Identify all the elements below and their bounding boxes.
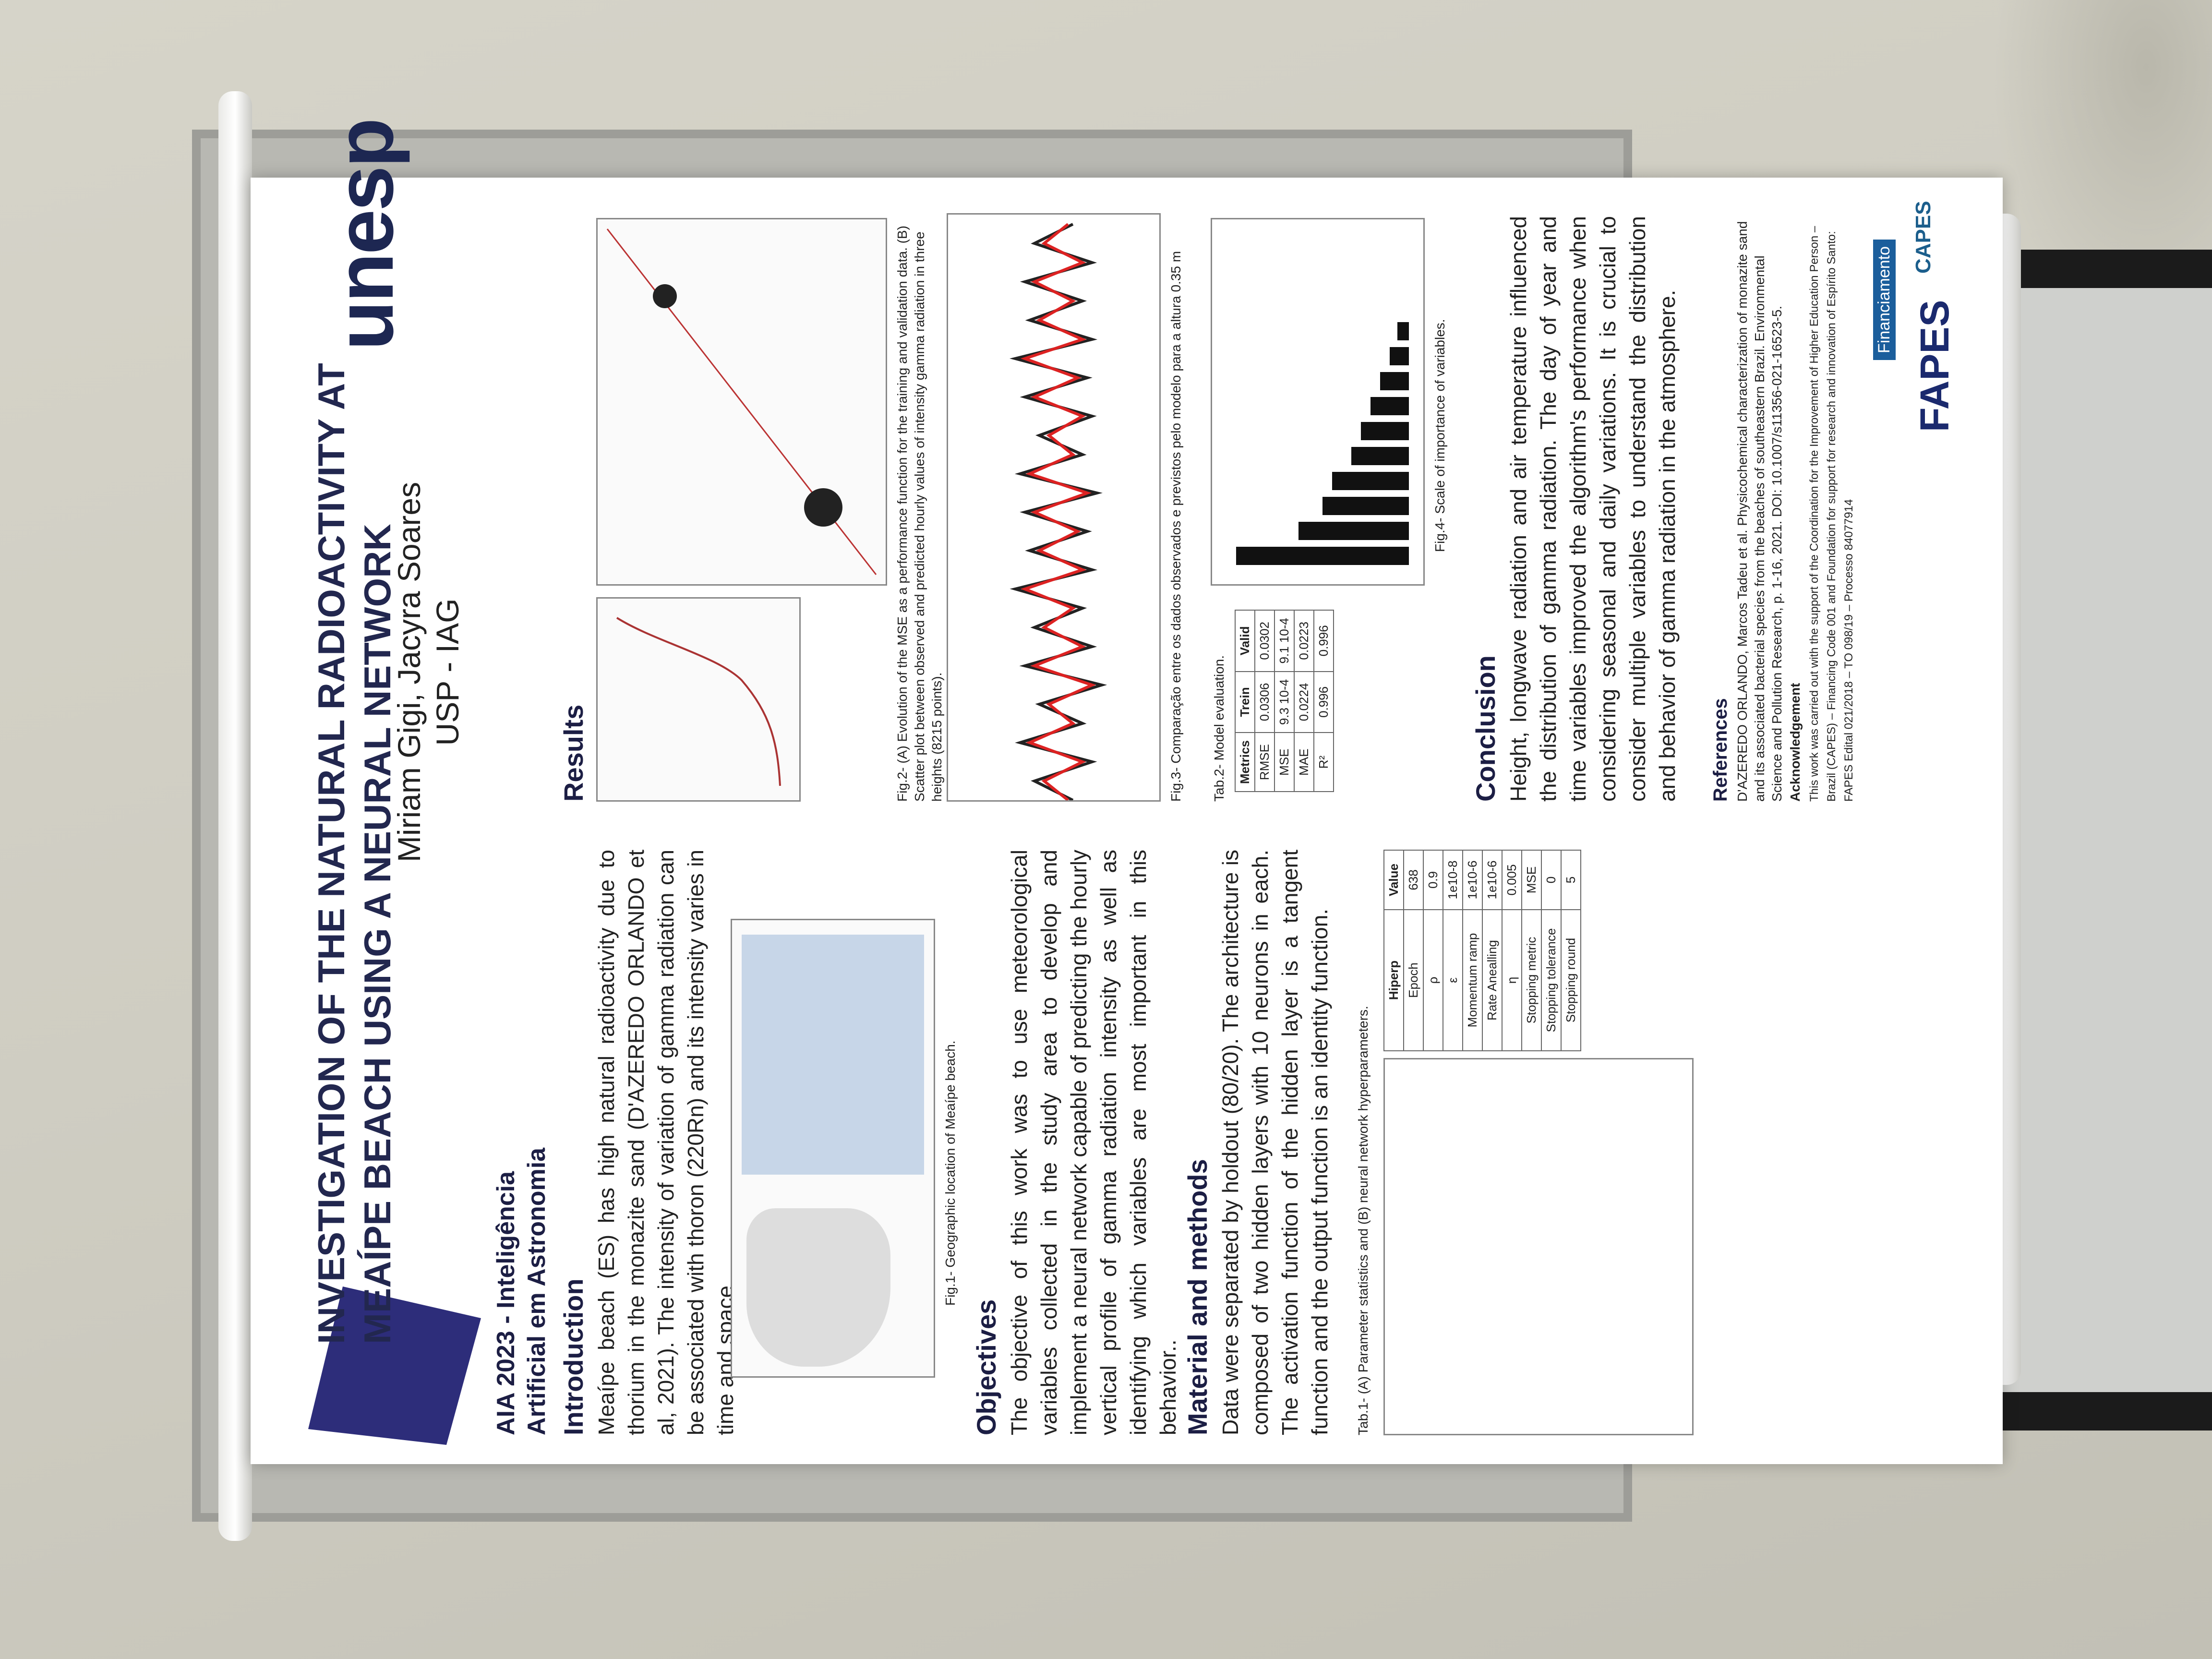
fig2a-mse-plot xyxy=(596,597,801,802)
poster-rod-top xyxy=(218,91,252,1541)
author-affiliation: USP - IAG xyxy=(430,598,465,746)
tab1b-cell: 1e10-8 xyxy=(1443,850,1463,910)
fit-line xyxy=(606,228,877,575)
references-text: D'AZEREDO ORLANDO, Marcos Tadeu et al. P… xyxy=(1735,221,1784,802)
fapes-logo: FAPES xyxy=(1912,300,1957,432)
intro-text: Meaípe beach (ES) has high natural radio… xyxy=(594,850,738,1435)
author-names: Miriam Gigi, Jacyra Soares xyxy=(391,481,427,863)
tab2-caption: Tab.2- Model evaluation. xyxy=(1212,655,1226,802)
importance-bar xyxy=(1298,522,1409,540)
tab2-header: Trein xyxy=(1235,671,1255,733)
tab1b-cell: Rate Anealling xyxy=(1482,909,1502,1051)
tab1b-cell: Epoch xyxy=(1404,909,1423,1051)
objectives-text: The objective of this work was to use me… xyxy=(1007,850,1180,1435)
tab2-header: Metrics xyxy=(1235,733,1255,792)
fig1-map xyxy=(731,919,935,1378)
observed-series xyxy=(1010,223,1107,802)
poster-authors: Miriam Gigi, Jacyra Soares USP - IAG xyxy=(390,480,467,864)
importance-bar xyxy=(1236,547,1409,565)
mse-curve-svg xyxy=(616,617,781,786)
fig1-caption: Fig.1- Geographic location of Meaípe bea… xyxy=(943,1040,958,1306)
tab1b-cell: Stopping metric xyxy=(1522,909,1541,1051)
tab1b-header: Hiperp xyxy=(1384,909,1404,1051)
tab1b-cell: Momentum ramp xyxy=(1463,909,1482,1051)
tab1b-cell: 0.9 xyxy=(1423,850,1443,910)
tab1b-cell: 0.005 xyxy=(1502,850,1522,910)
tab2-cell: 0.996 xyxy=(1314,610,1334,672)
tab2-table: Metrics Trein Valid RMSE 0.0306 0.0302 MSE 9.… xyxy=(1235,610,1334,792)
tab1b-header: Value xyxy=(1384,850,1404,910)
tab2-cell: 0.0302 xyxy=(1255,610,1274,672)
tab1a-table xyxy=(1383,1058,1694,1435)
tab2-cell: 0.0224 xyxy=(1294,671,1314,733)
importance-bar xyxy=(1361,422,1409,440)
poster: AIA 2023 - Inteligência Artificial em As… xyxy=(251,120,2041,1464)
tab1b-cell: Stopping round xyxy=(1561,909,1581,1051)
conclusion-heading: Conclusion xyxy=(1470,655,1501,802)
fig2b-scatter-plot xyxy=(596,218,887,586)
importance-bar xyxy=(1322,497,1409,515)
fig3-timeseries xyxy=(947,213,1161,802)
importance-bar xyxy=(1351,447,1409,465)
tab1b-cell: MSE xyxy=(1522,850,1541,910)
scatter-cluster-low xyxy=(804,488,842,527)
references-heading: References xyxy=(1710,698,1731,802)
ack-text: This work was carried out with the suppo… xyxy=(1808,226,1855,802)
tab1b-cell: 1e10-6 xyxy=(1463,850,1482,910)
tab1-caption: Tab.1- (A) Parameter statistics and (B) … xyxy=(1356,1006,1370,1435)
importance-bars xyxy=(1236,322,1409,565)
intro-heading: Introduction xyxy=(558,1278,589,1435)
tab1b-cell: η xyxy=(1502,909,1522,1051)
predicted-series xyxy=(1020,223,1096,802)
importance-bar xyxy=(1397,322,1409,340)
tab1b-cell: 638 xyxy=(1404,850,1423,910)
tab1b-cell: 5 xyxy=(1561,850,1581,910)
tab1b-cell: Stopping tolerance xyxy=(1541,909,1561,1051)
capes-logo: CAPES xyxy=(1911,201,1935,274)
unesp-logo: unesp xyxy=(319,120,410,350)
funding-label: Financiamento xyxy=(1873,239,1896,360)
importance-bar xyxy=(1370,397,1409,415)
state-map-shape xyxy=(746,1208,890,1367)
conclusion-text: Height, longwave radiation and air tempe… xyxy=(1506,216,1680,802)
methods-text: Data were separated by holdout (80/20). … xyxy=(1218,850,1332,1435)
fig2-caption: Fig.2- (A) Evolution of the MSE as a per… xyxy=(895,226,944,802)
tab1b-cell: 1e10-6 xyxy=(1482,850,1502,910)
importance-bar xyxy=(1380,372,1409,390)
tab2-cell: R² xyxy=(1314,733,1334,792)
fig3-caption: Fig.3- Comparação entre os dados observa… xyxy=(1168,251,1183,802)
mse-training-line xyxy=(616,617,781,786)
scatter-cluster-high xyxy=(653,284,677,308)
tab2-cell: 9.3 10-4 xyxy=(1274,671,1294,733)
objectives-heading: Objectives xyxy=(971,1299,1001,1435)
tab1b-cell: 0 xyxy=(1541,850,1561,910)
tab2-cell: 9.1 10-4 xyxy=(1274,610,1294,672)
tab1b-table: Hiperp Value Epoch 638 ρ 0.9 ε 1e10-8 Moment… xyxy=(1383,850,1581,1051)
tab1b-cell: ρ xyxy=(1423,909,1443,1051)
tab2-cell: MAE xyxy=(1294,733,1314,792)
tab1b-cell: ε xyxy=(1443,909,1463,1051)
methods-heading: Material and methods xyxy=(1182,1159,1213,1435)
tab2-cell: 0.0223 xyxy=(1294,610,1314,672)
tab2-cell: RMSE xyxy=(1255,733,1274,792)
coast-map-shape xyxy=(742,935,924,1175)
timeseries-svg xyxy=(1010,223,1107,802)
importance-bar xyxy=(1332,472,1409,490)
scatter-svg xyxy=(606,228,877,575)
tab2-cell: MSE xyxy=(1274,733,1294,792)
tab2-cell: 0.996 xyxy=(1314,671,1334,733)
tab2-cell: 0.0306 xyxy=(1255,671,1274,733)
conference-name: AIA 2023 - Inteligência Artificial em As… xyxy=(492,1147,551,1435)
fig4-caption: Fig.4- Scale of importance of variables. xyxy=(1432,319,1447,552)
fig4-importance-chart xyxy=(1211,218,1425,586)
tab2-header: Valid xyxy=(1235,610,1255,672)
poster-title: INVESTIGATION OF THE NATURAL RADIOACTIVI… xyxy=(310,363,398,1344)
results-heading: Results xyxy=(558,704,589,802)
ack-heading: Acknowledgement xyxy=(1788,683,1803,802)
importance-bar xyxy=(1390,347,1409,365)
